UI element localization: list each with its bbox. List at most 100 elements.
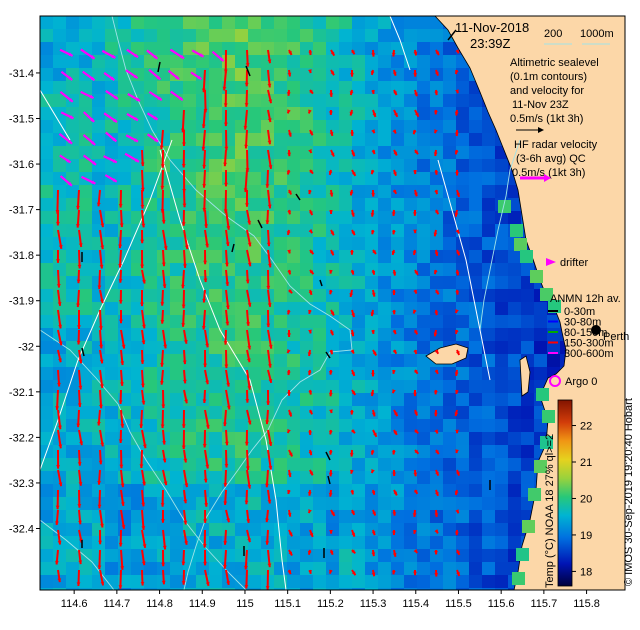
velocity-arrow [393, 89, 398, 96]
velocity-arrow [159, 129, 164, 150]
velocity-arrow [82, 70, 96, 82]
velocity-arrow [244, 429, 249, 446]
velocity-arrow [371, 89, 375, 95]
velocity-arrow [76, 289, 80, 308]
velocity-arrow [308, 189, 312, 195]
altimetry-scale-label: 0.5m/s (1kt 3h) [510, 113, 583, 125]
velocity-arrow [350, 349, 355, 354]
velocity-arrow [454, 209, 459, 217]
velocity-arrow [181, 309, 186, 327]
velocity-arrow [413, 389, 417, 397]
velocity-arrow [288, 409, 293, 417]
velocity-arrow [286, 349, 291, 354]
velocity-arrow [414, 149, 419, 155]
velocity-arrow [160, 489, 165, 507]
velocity-arrow [55, 389, 60, 410]
velocity-arrow [78, 349, 83, 364]
velocity-arrow [350, 129, 355, 137]
velocity-arrow [434, 509, 439, 517]
velocity-arrow [78, 429, 84, 446]
velocity-arrow [413, 529, 417, 535]
velocity-arrow [434, 169, 439, 175]
velocity-arrow [57, 289, 62, 307]
velocity-arrow [350, 249, 354, 255]
velocity-arrow [455, 169, 459, 176]
velocity-arrow [391, 229, 396, 235]
velocity-arrow [287, 149, 292, 157]
velocity-arrow [246, 329, 252, 350]
velocity-arrow [245, 449, 250, 471]
velocity-arrow [246, 509, 251, 523]
velocity-arrow [120, 549, 125, 570]
velocity-arrow [371, 129, 376, 134]
velocity-arrow [267, 49, 272, 64]
velocity-arrow [77, 389, 82, 407]
velocity-arrow [223, 109, 228, 127]
hf-scale-arrow-icon [520, 174, 551, 182]
velocity-arrow [57, 349, 62, 363]
velocity-arrow [105, 90, 119, 100]
velocity-arrow [141, 549, 146, 566]
velocity-arrow [391, 389, 396, 394]
velocity-arrow [393, 169, 397, 177]
velocity-arrow [307, 109, 312, 114]
anmn-legend-title: ANMN 12h av. [550, 293, 621, 305]
velocity-arrow [330, 69, 335, 76]
coastal-sst-cells [498, 200, 561, 585]
velocity-arrow [413, 349, 418, 355]
velocity-arrow [141, 529, 147, 549]
colorbar-tick-label: 19 [580, 530, 592, 542]
velocity-arrow [204, 569, 210, 587]
velocity-arrow [433, 389, 438, 395]
velocity-arrow [330, 49, 336, 57]
velocity-arrow [203, 249, 208, 265]
colorbar-tick-label: 21 [580, 457, 592, 469]
velocity-arrow [351, 149, 356, 157]
velocity-arrow [371, 489, 376, 496]
velocity-arrow [183, 449, 188, 463]
velocity-arrow [328, 569, 333, 574]
velocity-arrow [246, 409, 252, 425]
velocity-arrow [414, 429, 419, 434]
velocity-arrow [77, 249, 82, 269]
velocity-arrow [392, 469, 397, 477]
velocity-arrow [265, 529, 270, 545]
velocity-arrow [80, 90, 95, 100]
velocity-arrow [225, 509, 230, 523]
velocity-arrow [139, 449, 144, 469]
velocity-arrow [160, 349, 165, 367]
velocity-arrow [204, 489, 209, 507]
velocity-arrow [203, 549, 208, 566]
velocity-arrow [125, 69, 139, 80]
velocity-arrow [329, 209, 333, 214]
velocity-arrow [286, 169, 291, 175]
velocity-arrow [434, 349, 440, 355]
altimetry-note-line2: (0.1m contours) [510, 71, 587, 83]
velocity-arrow [370, 309, 375, 317]
velocity-arrow [224, 129, 229, 151]
velocity-arrow [330, 149, 335, 157]
velocity-arrow [119, 309, 123, 324]
velocity-arrow [265, 509, 269, 523]
velocity-arrow [372, 429, 378, 438]
velocity-arrow [413, 169, 417, 175]
velocity-arrow [267, 489, 272, 504]
velocity-arrow [330, 509, 336, 517]
velocity-arrow [265, 569, 270, 590]
velocity-arrow [182, 189, 187, 208]
lat-tick-label: -31.6 [9, 159, 34, 171]
velocity-arrow [288, 49, 293, 56]
velocity-arrow [82, 154, 97, 166]
velocity-arrow [99, 289, 104, 304]
velocity-arrow [246, 529, 251, 543]
velocity-arrow [328, 369, 333, 375]
velocity-arrow [456, 189, 461, 198]
velocity-arrow [287, 329, 291, 337]
velocity-arrow [76, 189, 80, 210]
lon-tick-label: 115.4 [402, 598, 429, 610]
velocity-arrow [433, 329, 438, 337]
velocity-arrow [370, 389, 375, 397]
colorbar-tick-label: 22 [580, 421, 592, 433]
velocity-arrow [181, 549, 186, 566]
velocity-arrow [454, 129, 459, 137]
